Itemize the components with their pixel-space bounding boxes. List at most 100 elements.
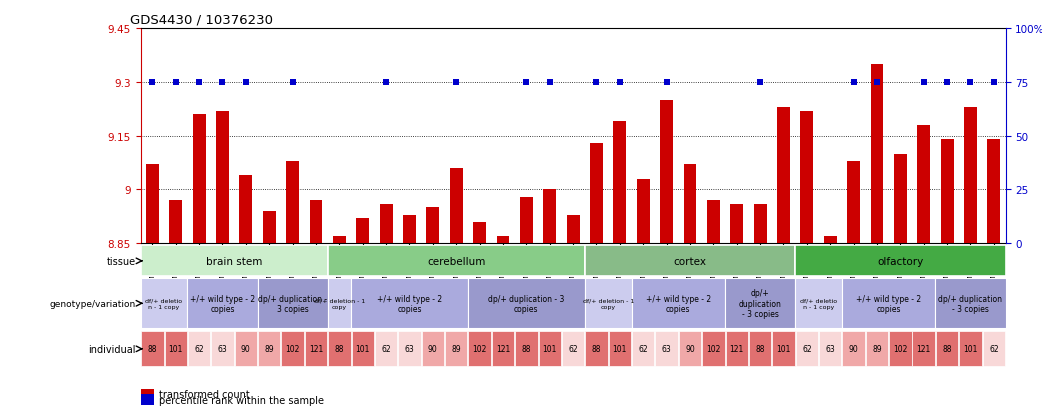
Bar [777,108,790,244]
Bar [936,279,1006,328]
Bar [941,140,953,244]
Bar [983,332,1006,366]
Bar [819,332,842,366]
Bar [586,332,607,366]
Text: 90: 90 [428,344,438,354]
Text: 102: 102 [706,344,720,354]
Bar [356,218,369,244]
Bar [287,161,299,244]
Bar [234,332,257,366]
Bar [661,100,673,244]
Text: dp/+ duplication -
3 copies: dp/+ duplication - 3 copies [258,294,327,313]
Text: olfactory: olfactory [877,256,923,266]
Bar [450,169,463,244]
Text: +/+ wild type - 2
copies: +/+ wild type - 2 copies [190,294,255,313]
Bar [725,279,795,328]
Text: 101: 101 [963,344,977,354]
Text: 101: 101 [776,344,791,354]
Text: 62: 62 [639,344,648,354]
Bar [631,279,725,328]
Text: 101: 101 [169,344,183,354]
Text: 90: 90 [685,344,695,354]
Text: 101: 101 [543,344,556,354]
Bar [702,332,724,366]
Bar [497,237,510,244]
Text: 62: 62 [381,344,391,354]
Bar [141,332,164,366]
Bar [866,332,888,366]
Bar [543,190,556,244]
Bar [257,279,327,328]
Bar [515,332,538,366]
Text: +/+ wild type - 2
copies: +/+ wild type - 2 copies [646,294,711,313]
Bar [894,154,907,244]
Text: 88: 88 [148,344,157,354]
Text: 101: 101 [355,344,370,354]
Bar [146,165,158,244]
Bar [263,211,276,244]
Bar [684,165,696,244]
Bar [936,332,959,366]
Text: df/+ deletio
n - 1 copy: df/+ deletio n - 1 copy [146,298,182,309]
Bar [327,279,351,328]
Bar [800,111,813,244]
Text: 90: 90 [241,344,251,354]
Text: 102: 102 [286,344,300,354]
Bar [258,332,280,366]
Bar [309,201,322,244]
Bar [730,204,743,244]
Bar [585,279,631,328]
Bar [193,115,205,244]
Bar [655,332,677,366]
Bar [351,279,468,328]
Bar [188,332,210,366]
Text: 89: 89 [265,344,274,354]
Bar [165,332,187,366]
Bar [141,279,188,328]
Bar [795,246,1006,277]
Bar [375,332,397,366]
Bar [824,237,837,244]
Bar [632,332,654,366]
Text: df/+ deletion - 1
copy: df/+ deletion - 1 copy [582,298,634,309]
Bar [590,143,603,244]
Text: 88: 88 [942,344,951,354]
Bar [469,332,491,366]
Text: df/+ deletion - 1
copy: df/+ deletion - 1 copy [314,298,365,309]
Bar [585,246,795,277]
Bar [678,332,701,366]
Bar [842,332,865,366]
Text: 101: 101 [613,344,627,354]
Bar [304,332,327,366]
Bar [281,332,304,366]
Bar [403,215,416,244]
Bar [539,332,561,366]
Text: cerebellum: cerebellum [427,256,486,266]
Text: dp/+ duplication
- 3 copies: dp/+ duplication - 3 copies [939,294,1002,313]
Text: 62: 62 [989,344,998,354]
Text: 63: 63 [218,344,227,354]
Text: 121: 121 [308,344,323,354]
Text: df/+ deletio
n - 1 copy: df/+ deletio n - 1 copy [800,298,837,309]
Bar [988,140,1000,244]
Bar [725,332,748,366]
Bar [473,222,486,244]
Text: 89: 89 [872,344,882,354]
Bar [520,197,532,244]
Text: 88: 88 [334,344,344,354]
Text: 63: 63 [404,344,415,354]
Text: individual: individual [88,344,135,354]
Text: +/+ wild type - 2
copies: +/+ wild type - 2 copies [377,294,442,313]
Text: brain stem: brain stem [206,256,263,266]
Text: 63: 63 [662,344,671,354]
Text: 121: 121 [917,344,931,354]
Bar [796,332,818,366]
Bar [492,332,514,366]
Text: 62: 62 [194,344,204,354]
Bar [216,111,229,244]
Bar [398,332,421,366]
Bar [562,332,585,366]
Text: tissue: tissue [106,256,135,266]
Text: 62: 62 [568,344,578,354]
Text: percentile rank within the sample: percentile rank within the sample [159,394,324,405]
